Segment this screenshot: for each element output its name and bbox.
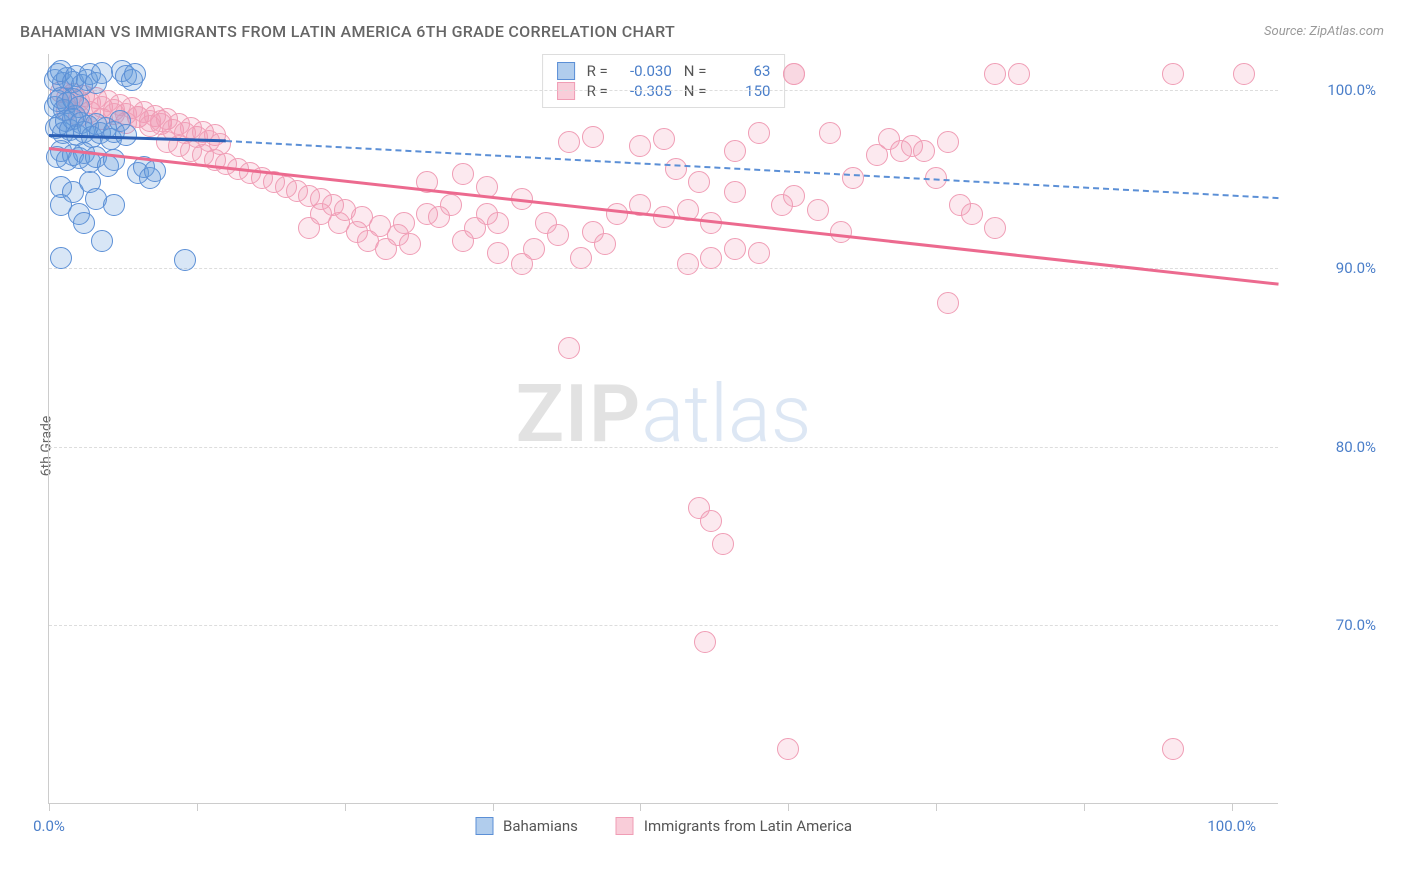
data-point-latin xyxy=(558,337,580,359)
data-point-latin xyxy=(807,199,829,221)
data-point-latin xyxy=(783,185,805,207)
data-point-latin xyxy=(393,212,415,234)
x-tick xyxy=(936,803,937,811)
data-point-latin xyxy=(570,247,592,269)
y-tick-label: 70.0% xyxy=(1286,616,1376,634)
swatch-blue xyxy=(475,817,493,835)
data-point-latin xyxy=(665,158,687,180)
gridline xyxy=(49,90,1278,91)
legend-row-latin: R = -0.305 N = 150 xyxy=(557,81,771,101)
n-label: N = xyxy=(684,82,707,100)
data-point-latin xyxy=(937,292,959,314)
legend-label-bahamians: Bahamians xyxy=(503,817,578,835)
data-point-latin xyxy=(878,128,900,150)
data-point-latin xyxy=(937,131,959,153)
gridline xyxy=(49,625,1278,626)
data-point-latin xyxy=(748,242,770,264)
data-point-latin xyxy=(1162,63,1184,85)
data-point-latin xyxy=(913,140,935,162)
data-point-latin xyxy=(440,194,462,216)
x-tick xyxy=(493,803,494,811)
chart-title: BAHAMIAN VS IMMIGRANTS FROM LATIN AMERIC… xyxy=(20,22,675,41)
scatter-plot-area: ZIPatlas R = -0.030 N = 63 R = -0.305 N … xyxy=(48,54,1278,804)
data-point-bahamian xyxy=(174,249,196,271)
data-point-latin xyxy=(606,203,628,225)
data-point-latin xyxy=(1233,63,1255,85)
x-tick-label: 0.0% xyxy=(33,817,65,835)
y-tick-label: 90.0% xyxy=(1286,259,1376,277)
n-value: 63 xyxy=(718,62,770,80)
data-point-bahamian xyxy=(124,63,146,85)
data-point-latin xyxy=(700,247,722,269)
data-point-latin xyxy=(677,253,699,275)
x-tick xyxy=(1084,803,1085,811)
r-label: R = xyxy=(587,62,608,80)
trendline-bahamian-dashed xyxy=(226,140,1279,199)
data-point-latin xyxy=(819,122,841,144)
correlation-legend: R = -0.030 N = 63 R = -0.305 N = 150 xyxy=(542,54,786,108)
source-attribution: Source: ZipAtlas.com xyxy=(1264,24,1384,39)
data-point-latin xyxy=(594,233,616,255)
data-point-latin xyxy=(487,242,509,264)
data-point-latin xyxy=(653,128,675,150)
r-value: -0.030 xyxy=(620,62,672,80)
x-tick-label: 100.0% xyxy=(1207,817,1256,835)
data-point-latin xyxy=(724,181,746,203)
data-point-latin xyxy=(1162,738,1184,760)
swatch-blue xyxy=(557,62,575,80)
x-tick xyxy=(345,803,346,811)
data-point-latin xyxy=(558,131,580,153)
data-point-bahamian xyxy=(91,62,113,84)
data-point-latin xyxy=(688,171,710,193)
data-point-bahamian xyxy=(73,212,95,234)
n-value: 150 xyxy=(718,82,770,100)
data-point-latin xyxy=(961,203,983,225)
data-point-latin xyxy=(1008,63,1030,85)
data-point-latin xyxy=(783,63,805,85)
swatch-pink xyxy=(616,817,634,835)
data-point-latin xyxy=(547,224,569,246)
swatch-pink xyxy=(557,82,575,100)
x-tick xyxy=(49,803,50,811)
gridline xyxy=(49,268,1278,269)
r-label: R = xyxy=(587,82,608,100)
data-point-latin xyxy=(748,122,770,144)
data-point-latin xyxy=(984,63,1006,85)
data-point-latin xyxy=(984,217,1006,239)
data-point-latin xyxy=(830,221,852,243)
data-point-latin xyxy=(399,233,421,255)
n-label: N = xyxy=(684,62,707,80)
data-point-latin xyxy=(700,510,722,532)
data-point-latin xyxy=(523,238,545,260)
data-point-bahamian xyxy=(91,230,113,252)
data-point-latin xyxy=(777,738,799,760)
legend-label-latin: Immigrants from Latin America xyxy=(644,817,852,835)
data-point-bahamian xyxy=(85,188,107,210)
series-legend: Bahamians Immigrants from Latin America xyxy=(475,817,852,835)
data-point-latin xyxy=(487,212,509,234)
data-point-latin xyxy=(712,533,734,555)
y-tick-label: 100.0% xyxy=(1286,81,1376,99)
data-point-latin xyxy=(582,126,604,148)
r-value: -0.305 xyxy=(620,82,672,100)
legend-row-bahamians: R = -0.030 N = 63 xyxy=(557,61,771,81)
data-point-latin xyxy=(724,238,746,260)
data-point-latin xyxy=(694,631,716,653)
data-point-latin xyxy=(629,135,651,157)
x-tick xyxy=(788,803,789,811)
x-tick xyxy=(197,803,198,811)
data-point-bahamian xyxy=(144,160,166,182)
data-point-latin xyxy=(842,167,864,189)
data-point-latin xyxy=(452,163,474,185)
data-point-bahamian xyxy=(50,247,72,269)
x-tick xyxy=(640,803,641,811)
gridline xyxy=(49,447,1278,448)
x-tick xyxy=(1232,803,1233,811)
y-tick-label: 80.0% xyxy=(1286,438,1376,456)
data-point-latin xyxy=(724,140,746,162)
